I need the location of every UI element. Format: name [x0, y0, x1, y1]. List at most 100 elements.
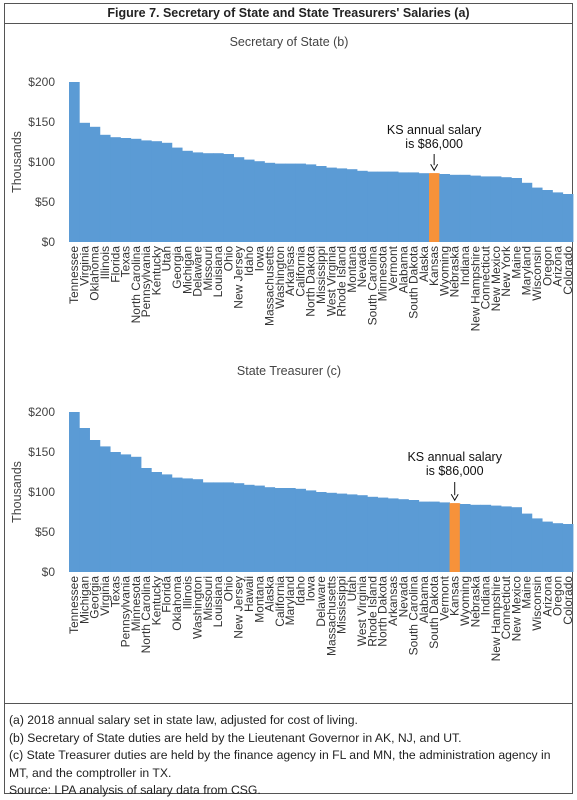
bar-idaho — [243, 159, 255, 242]
bar-north-carolina — [130, 138, 142, 242]
x-tick-label-missouri: Missouri — [201, 246, 215, 291]
bar-kentucky — [151, 141, 162, 242]
x-tick-label-california: California — [293, 246, 307, 297]
x-tick-label-kansas: Kansas — [427, 246, 441, 286]
x-tick-label-new-jersey: New Jersey — [232, 576, 246, 639]
x-tick-label-ohio: Ohio — [221, 576, 235, 602]
bar-ohio — [223, 482, 234, 572]
bar-south-carolina — [408, 500, 420, 572]
bar-wisconsin — [531, 187, 543, 242]
x-tick-label-washington: Washington — [191, 576, 205, 639]
bar-maryland — [521, 182, 533, 242]
y-tick-label: $0 — [42, 565, 56, 579]
x-tick-label-nevada: Nevada — [355, 246, 369, 288]
bar-louisiana — [213, 482, 224, 572]
bar-west-virginia — [357, 495, 368, 572]
x-tick-label-texas: Texas — [108, 576, 122, 607]
annotation-line-2: is $86,000 — [405, 137, 463, 151]
x-tick-label-nebraska: Nebraska — [448, 246, 462, 298]
x-tick-label-kentucky: Kentucky — [149, 576, 163, 625]
bar-new-jersey — [233, 157, 245, 242]
x-tick-label-maryland: Maryland — [283, 576, 297, 625]
bar-indiana — [480, 504, 492, 572]
x-tick-label-montana: Montana — [252, 576, 266, 623]
x-tick-label-nebraska: Nebraska — [468, 576, 482, 628]
annotation-line-2: is $86,000 — [426, 464, 484, 478]
bar-iowa — [254, 161, 265, 242]
x-tick-label-oklahoma: Oklahoma — [170, 576, 184, 631]
x-tick-label-illinois: Illinois — [98, 246, 112, 279]
x-tick-label-colorado: Colorado — [561, 576, 574, 625]
bar-ohio — [223, 154, 234, 242]
bar-maine — [511, 178, 522, 242]
bar-north-dakota — [377, 497, 389, 572]
x-tick-label-connecticut: Connecticut — [499, 575, 513, 639]
y-tick-label: $100 — [28, 155, 55, 169]
bar-oregon — [542, 190, 553, 242]
x-tick-label-new-hampshire: New Hampshire — [489, 576, 503, 662]
x-tick-label-mississippi: Mississippi — [314, 246, 328, 304]
bar-arizona — [542, 521, 553, 572]
bar-washington — [192, 479, 204, 572]
bar-wyoming — [459, 504, 471, 572]
bar-vermont — [387, 171, 399, 242]
x-tick-label-missouri: Missouri — [201, 576, 215, 621]
y-axis-label: Thousands — [10, 131, 24, 193]
bar-texas — [110, 452, 121, 572]
x-tick-label-alaska: Alaska — [263, 576, 277, 612]
bar-oklahoma — [89, 126, 101, 242]
note-source: Source: LPA analysis of salary data from… — [9, 783, 261, 797]
x-tick-label-new-mexico: New Mexico — [489, 246, 503, 312]
x-tick-label-minnesota: Minnesota — [376, 246, 390, 302]
bar-colorado — [562, 524, 574, 572]
bar-florida — [161, 474, 173, 572]
bar-north-carolina — [141, 468, 152, 572]
x-tick-label-texas: Texas — [119, 246, 133, 277]
x-tick-label-alaska: Alaska — [417, 246, 431, 282]
bar-maryland — [285, 488, 296, 572]
x-tick-label-idaho: Idaho — [293, 576, 307, 606]
bar-michigan — [79, 428, 90, 572]
bar-minnesota — [130, 456, 142, 572]
y-tick-label: $50 — [35, 195, 55, 209]
note-a: (a) 2018 annual salary set in state law,… — [9, 713, 358, 727]
chart-title: Secretary of State (b) — [230, 35, 349, 49]
x-tick-label-mississippi: Mississippi — [335, 576, 349, 634]
bar-rhode-island — [336, 168, 348, 242]
y-tick-label: $100 — [28, 485, 55, 499]
x-tick-label-west-virginia: West Virginia — [324, 246, 338, 317]
x-tick-label-wisconsin: Wisconsin — [530, 576, 544, 631]
x-tick-label-north-carolina: North Carolina — [139, 576, 153, 654]
x-tick-label-new-mexico: New Mexico — [509, 576, 523, 642]
bar-arkansas — [387, 498, 399, 572]
x-tick-label-new-jersey: New Jersey — [232, 246, 246, 309]
x-tick-label-delaware: Delaware — [314, 576, 328, 627]
y-tick-label: $50 — [35, 525, 55, 539]
x-tick-label-idaho: Idaho — [242, 246, 256, 276]
x-tick-label-new-york: New York — [499, 245, 513, 297]
bar-illinois — [99, 134, 111, 242]
chart-1: Secretary of State (b) Thousands $0 $50 $100… — [10, 35, 574, 331]
bar-missouri — [202, 153, 214, 242]
x-tick-label-north-carolina: North Carolina — [129, 246, 143, 324]
x-tick-label-minnesota: Minnesota — [129, 576, 143, 632]
bar-tennessee — [69, 82, 80, 242]
bar-washington — [274, 163, 286, 242]
x-tick-label-delaware: Delaware — [191, 246, 205, 297]
bar-nebraska — [449, 174, 461, 242]
bar-virginia — [99, 446, 111, 572]
y-tick-label: $200 — [28, 405, 55, 419]
bar-california — [274, 488, 286, 572]
bar-michigan — [182, 150, 193, 242]
bar-missouri — [202, 482, 214, 572]
annotation-line-1: KS annual salary — [407, 450, 502, 464]
x-tick-label-arizona: Arizona — [540, 576, 554, 617]
x-tick-label-tennessee: Tennessee — [67, 576, 81, 634]
bar-hawaii — [243, 484, 255, 572]
x-tick-label-pennsylvania: Pennsylvania — [139, 246, 153, 318]
bar-idaho — [295, 488, 306, 572]
x-tick-label-wisconsin: Wisconsin — [530, 246, 544, 301]
x-tick-label-south-dakota: South Dakota — [427, 576, 441, 649]
charts-canvas: Secretary of State (b) Thousands $0 $50 $100… — [10, 35, 574, 662]
x-tick-label-north-dakota: North Dakota — [304, 246, 318, 317]
